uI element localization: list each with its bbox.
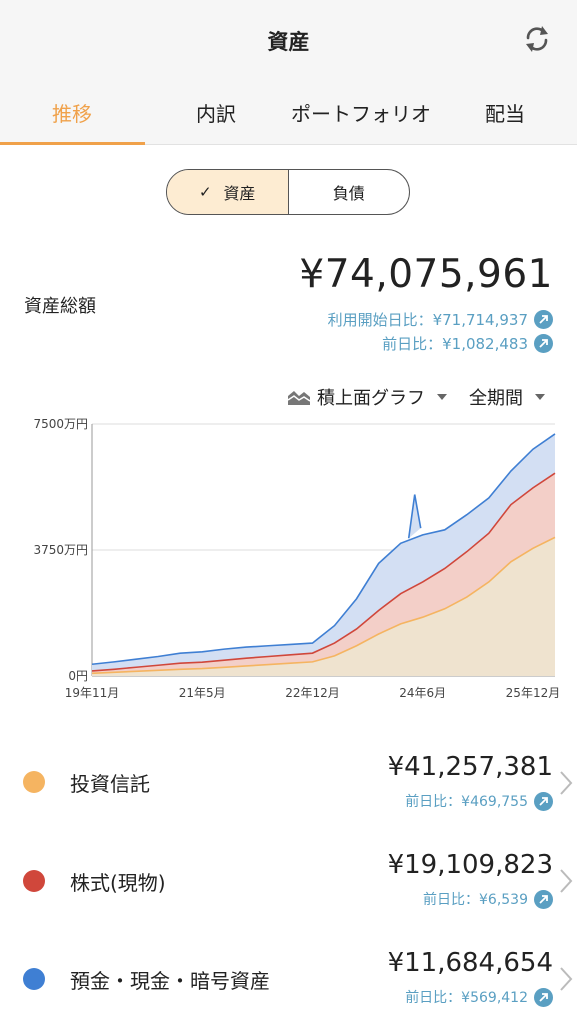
prev-day-text: 前日比：¥1,082,483	[382, 335, 528, 353]
graph-type-dropdown[interactable]: 積上面グラフ	[287, 384, 447, 410]
category-name: 預金・現金・暗号資産	[70, 969, 270, 993]
peak-spike	[407, 494, 422, 539]
series-line-investment-trust	[91, 536, 556, 675]
liabilities-segment-label: 負債	[332, 184, 365, 203]
page-title: 資産	[267, 30, 310, 54]
total-assets-label: 資産総額	[24, 296, 96, 317]
x-tick-label: 22年12月	[285, 686, 340, 700]
period-label: 全期間	[469, 388, 523, 409]
arrow-up-right-icon	[534, 334, 553, 353]
arrow-up-right-icon	[534, 889, 553, 909]
category-row-investment-trust[interactable]: 投資信託 ¥41,257,381 前日比：¥469,755	[0, 740, 577, 830]
x-tick-label: 25年12月	[506, 686, 561, 700]
assets-liabilities-toggle: ✓ 資産 負債	[166, 169, 410, 215]
category-name: 株式(現物)	[70, 871, 166, 895]
assets-segment-label: 資産	[223, 184, 256, 203]
category-prev-day: 前日比：¥569,412	[405, 987, 553, 1007]
x-tick-label: 21年5月	[179, 686, 226, 700]
arrow-up-right-icon	[534, 310, 553, 329]
chart-controls: 積上面グラフ 全期間	[287, 384, 545, 410]
cash-crypto-color-dot	[23, 968, 45, 990]
area-investment-trust	[92, 537, 555, 676]
category-prev-day: 前日比：¥6,539	[423, 889, 553, 909]
app-header: 資産 推移 内訳 ポートフォリオ 配当	[0, 0, 577, 145]
y-tick-label: 7500万円	[33, 417, 88, 431]
asset-trend-chart: 7500万円 3750万円 0円 19年11月 21年5月 22年12月 24年6月 25年1…	[33, 417, 561, 700]
category-row-stocks[interactable]: 株式(現物) ¥19,109,823 前日比：¥6,539	[0, 838, 577, 928]
tab-trend[interactable]: 推移	[52, 102, 92, 126]
check-icon: ✓	[198, 183, 212, 201]
prev-day-change[interactable]: 前日比：¥1,082,483	[382, 333, 553, 354]
x-tick-label: 24年6月	[399, 686, 446, 700]
since-start-text: 利用開始日比：¥71,714,937	[327, 311, 528, 329]
period-dropdown[interactable]: 全期間	[469, 384, 545, 410]
tab-dividend[interactable]: 配当	[485, 102, 525, 126]
series-line-stocks	[91, 472, 556, 672]
total-assets-value: ¥74,075,961	[299, 252, 553, 297]
category-value: ¥11,684,654	[387, 948, 553, 978]
category-value: ¥19,109,823	[387, 850, 553, 880]
category-prev-day: 前日比：¥469,755	[405, 791, 553, 811]
area-stocks	[92, 473, 555, 674]
category-name: 投資信託	[70, 772, 150, 796]
chevron-right-icon	[560, 771, 573, 795]
y-tick-label: 0円	[68, 669, 88, 683]
tab-breakdown[interactable]: 内訳	[196, 102, 236, 126]
liabilities-segment-button[interactable]: 負債	[289, 170, 410, 214]
category-prev-day-text: 前日比：¥6,539	[423, 892, 528, 908]
arrow-up-right-icon	[534, 987, 553, 1007]
assets-segment-button[interactable]: ✓ 資産	[167, 170, 289, 214]
category-row-cash-crypto[interactable]: 預金・現金・暗号資産 ¥11,684,654 前日比：¥569,412	[0, 936, 577, 1024]
category-prev-day-text: 前日比：¥569,412	[405, 990, 528, 1006]
stocks-color-dot	[23, 870, 45, 892]
category-prev-day-text: 前日比：¥469,755	[405, 794, 528, 810]
stacked-area-icon	[287, 391, 311, 405]
graph-type-label: 積上面グラフ	[317, 388, 425, 409]
series-line-cash-crypto	[91, 433, 556, 666]
area-cash-crypto	[92, 433, 555, 671]
refresh-icon[interactable]	[520, 22, 554, 56]
chevron-right-icon	[560, 967, 573, 991]
arrow-up-right-icon	[534, 791, 553, 811]
category-value: ¥41,257,381	[387, 752, 553, 782]
chevron-down-icon	[437, 394, 447, 400]
y-tick-label: 3750万円	[33, 543, 88, 557]
tab-portfolio[interactable]: ポートフォリオ	[291, 102, 431, 126]
investment-trust-color-dot	[23, 771, 45, 793]
active-tab-indicator	[0, 142, 145, 145]
chevron-right-icon	[560, 869, 573, 893]
since-start-change[interactable]: 利用開始日比：¥71,714,937	[328, 309, 553, 330]
chevron-down-icon	[535, 394, 545, 400]
x-tick-label: 19年11月	[65, 686, 120, 700]
